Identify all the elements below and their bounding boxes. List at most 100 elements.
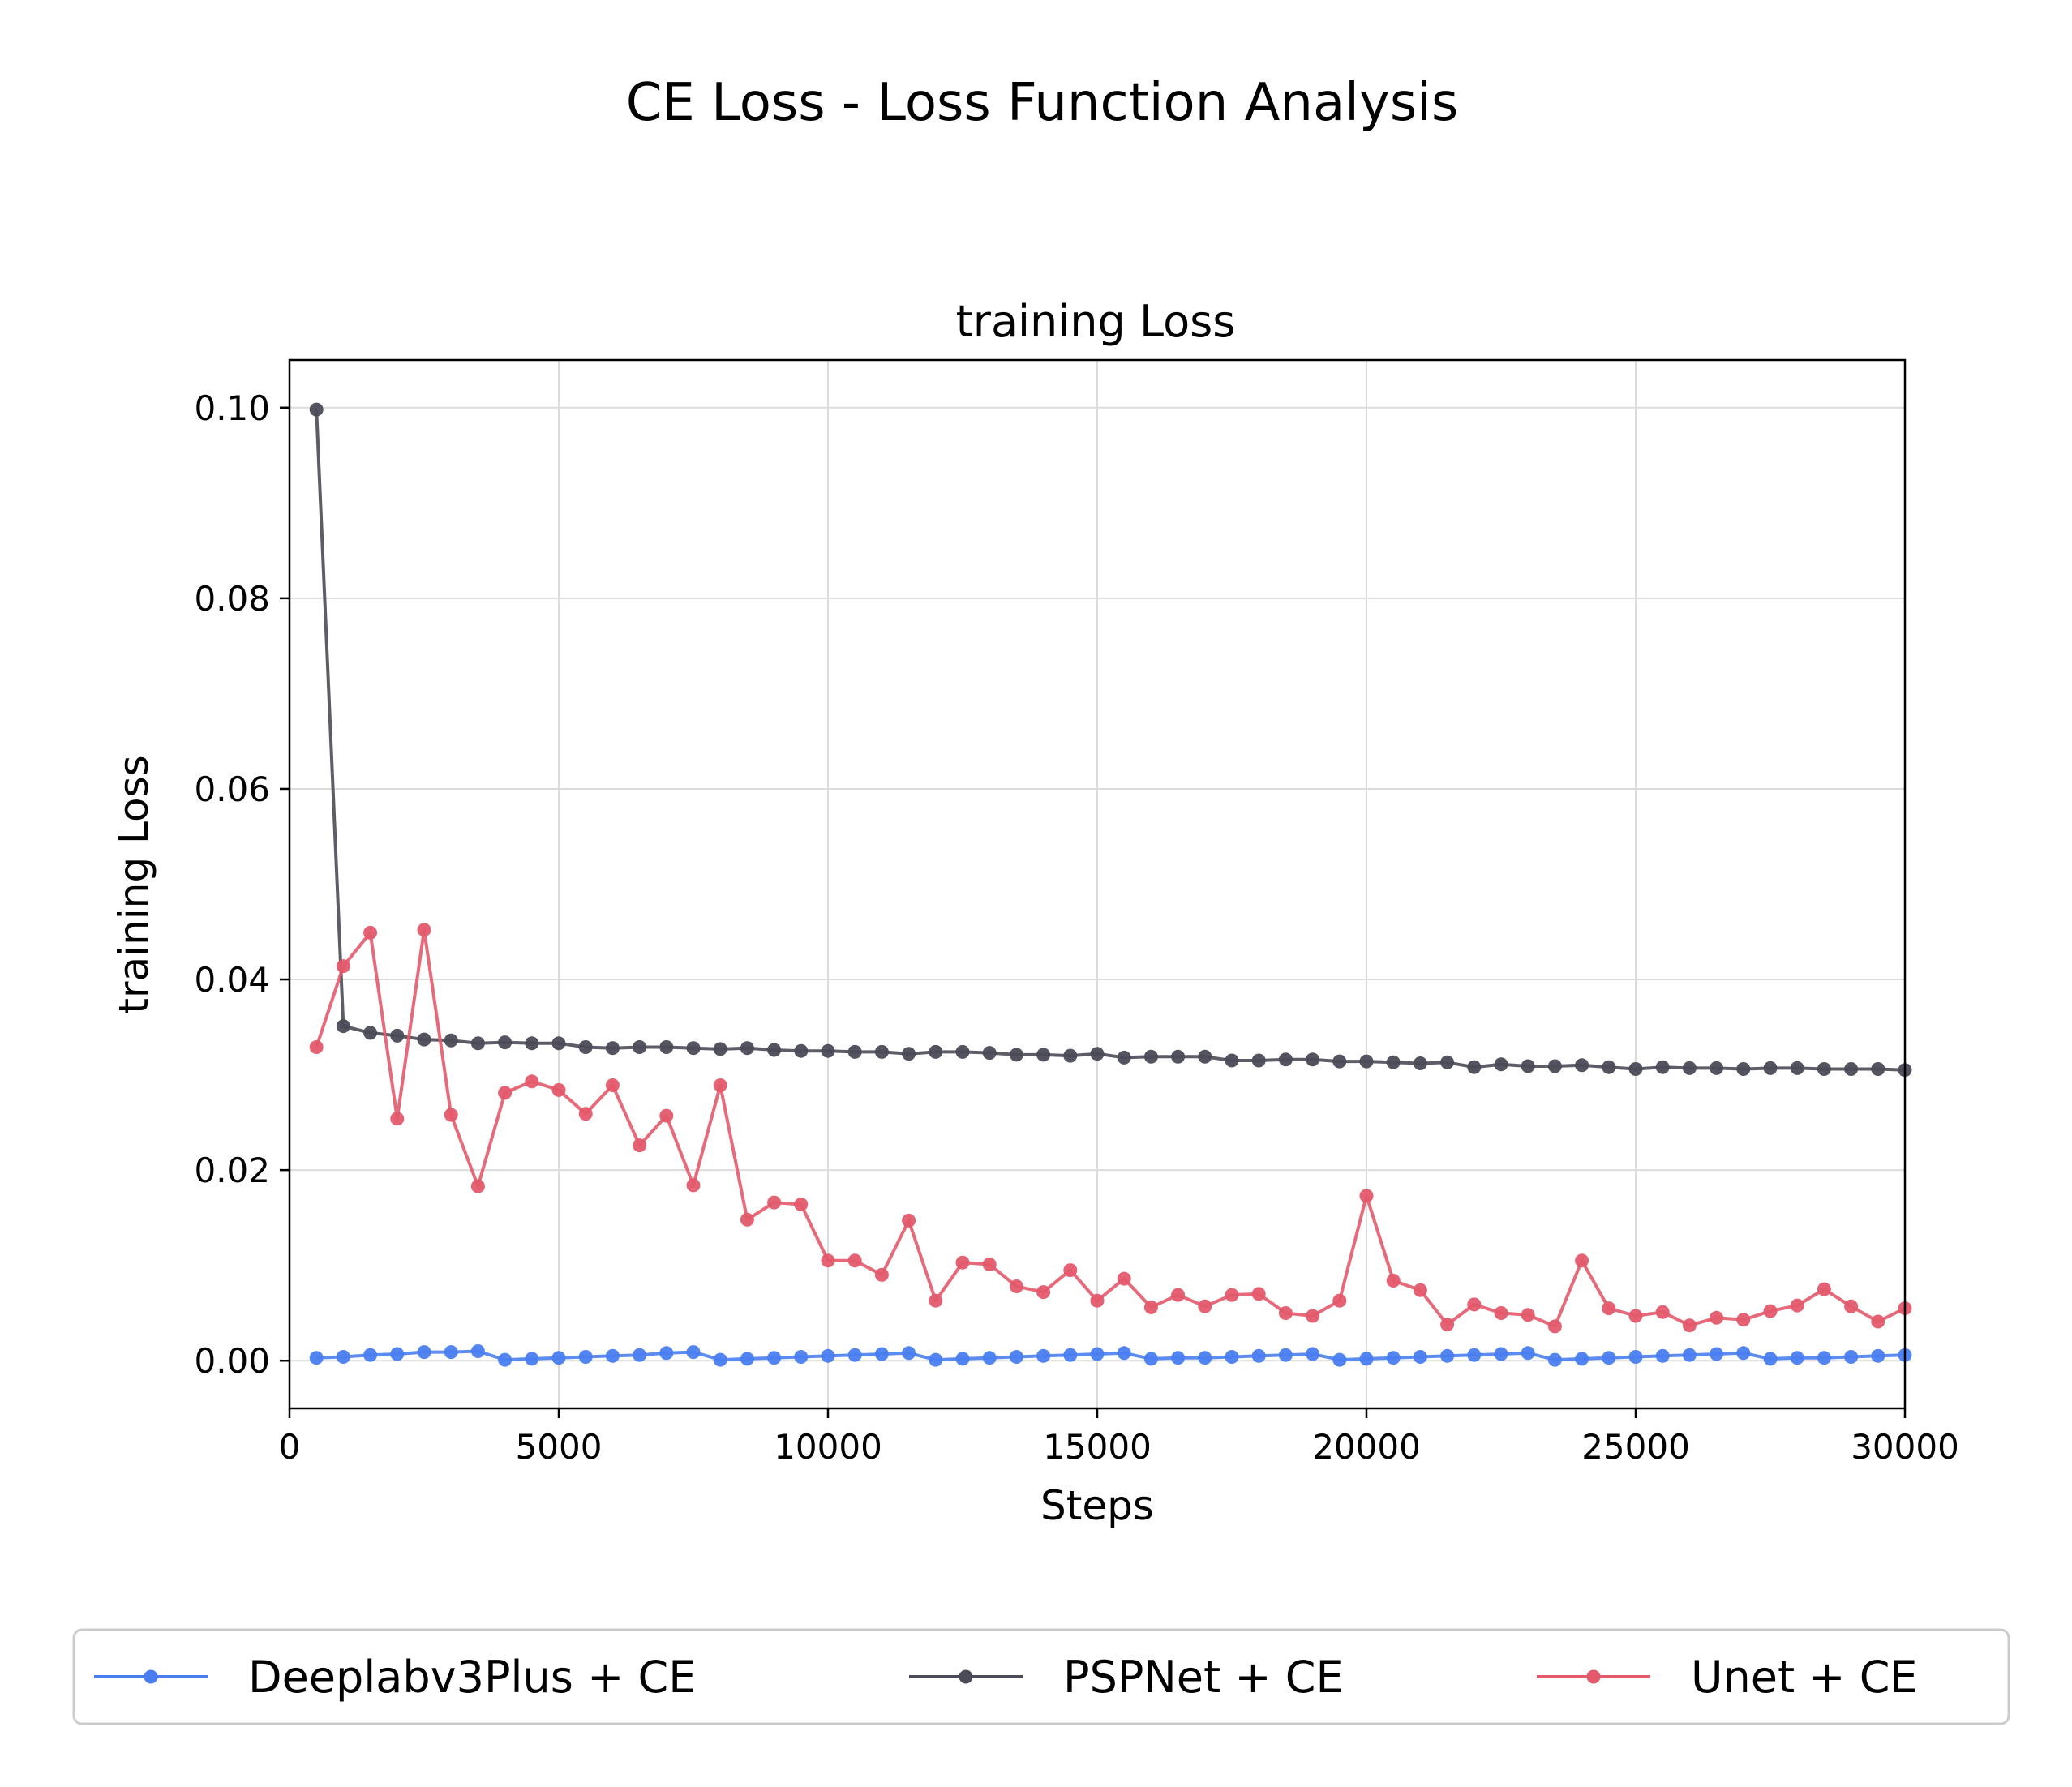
data-point — [1036, 1285, 1051, 1300]
legend-marker — [1586, 1669, 1601, 1684]
series-deeplabv3plus-ce — [309, 1344, 1912, 1367]
data-point — [1682, 1318, 1697, 1333]
data-point — [740, 1041, 754, 1056]
data-point — [1790, 1351, 1804, 1365]
data-point — [1602, 1060, 1616, 1074]
x-tick-label: 20000 — [1312, 1427, 1421, 1467]
data-point — [605, 1078, 620, 1092]
data-point — [1575, 1058, 1589, 1073]
data-point — [1736, 1313, 1751, 1327]
data-point — [390, 1112, 405, 1126]
data-point — [1602, 1301, 1616, 1316]
data-point — [1251, 1348, 1266, 1363]
data-point — [1171, 1351, 1186, 1365]
data-point — [605, 1041, 620, 1056]
data-point — [1143, 1300, 1158, 1314]
data-point — [1359, 1189, 1374, 1203]
x-axis-label: Steps — [1040, 1482, 1154, 1529]
data-point — [498, 1352, 513, 1367]
figure-title: CE Loss - Loss Function Analysis — [626, 73, 1459, 133]
data-point — [1763, 1352, 1778, 1366]
data-point — [1736, 1062, 1751, 1076]
data-point — [1063, 1263, 1078, 1278]
data-point — [1521, 1059, 1535, 1073]
data-point — [551, 1351, 566, 1365]
data-point — [1871, 1348, 1885, 1363]
data-point — [1332, 1054, 1347, 1069]
series-line — [315, 409, 1906, 1072]
x-tick-label: 10000 — [774, 1427, 882, 1467]
data-point — [1198, 1299, 1212, 1313]
data-point — [1117, 1346, 1131, 1361]
data-point — [1063, 1348, 1078, 1362]
data-point — [578, 1107, 593, 1121]
data-point — [1386, 1351, 1401, 1365]
data-point — [1036, 1348, 1051, 1363]
data-point — [578, 1040, 593, 1054]
data-point — [525, 1074, 539, 1089]
data-point — [1655, 1060, 1670, 1074]
series-pspnet-ce — [309, 402, 1912, 1078]
data-point — [444, 1345, 458, 1360]
data-point — [1090, 1347, 1105, 1361]
data-point — [767, 1043, 782, 1057]
plot-frame — [288, 358, 1907, 1410]
data-point — [1521, 1308, 1535, 1322]
data-point — [1628, 1350, 1643, 1364]
data-point — [1332, 1293, 1347, 1308]
data-point — [1710, 1347, 1724, 1361]
data-point — [417, 1345, 431, 1360]
legend: Deeplabv3Plus + CE PSPNet + CE Unet + CE — [72, 1628, 2010, 1725]
data-point — [551, 1082, 566, 1097]
data-point — [1143, 1049, 1158, 1064]
data-point — [578, 1350, 593, 1364]
data-point — [1009, 1350, 1023, 1364]
data-point — [1090, 1047, 1105, 1061]
data-point — [498, 1035, 513, 1050]
data-point — [874, 1347, 889, 1361]
data-point — [1844, 1350, 1859, 1364]
data-point — [1225, 1288, 1239, 1302]
data-point — [659, 1346, 674, 1361]
data-point — [686, 1178, 701, 1193]
data-point — [821, 1348, 835, 1363]
data-point — [309, 402, 324, 417]
data-point — [794, 1198, 809, 1211]
data-point — [1413, 1056, 1427, 1070]
data-point — [767, 1351, 782, 1365]
data-point — [1655, 1348, 1670, 1363]
data-point — [498, 1086, 513, 1100]
data-point — [1009, 1048, 1023, 1062]
data-point — [1844, 1062, 1859, 1076]
x-tick-label: 15000 — [1043, 1427, 1152, 1467]
data-point — [417, 1032, 431, 1047]
data-point — [605, 1348, 620, 1363]
y-tick-label: 0.10 — [194, 388, 270, 428]
data-point — [1628, 1309, 1643, 1323]
data-point — [1494, 1347, 1508, 1361]
data-point — [1359, 1054, 1374, 1069]
chart-title: training Loss — [956, 296, 1236, 347]
data-point — [1413, 1283, 1427, 1297]
series-line — [315, 928, 1906, 1328]
data-point — [686, 1041, 701, 1056]
data-point — [713, 1078, 727, 1092]
data-point — [1817, 1282, 1831, 1296]
data-point — [1871, 1314, 1885, 1329]
data-point — [363, 925, 378, 940]
axis-ticks: 0 5000 10000 15000 20000 25000 30000 0.00 0.02 0.… — [194, 388, 1958, 1467]
data-point — [336, 1350, 350, 1364]
legend-marker — [959, 1669, 973, 1684]
data-point — [1386, 1055, 1401, 1069]
data-point — [740, 1352, 754, 1366]
data-point — [1251, 1053, 1266, 1068]
data-point — [1467, 1297, 1482, 1312]
data-point — [1440, 1318, 1455, 1332]
data-point — [659, 1040, 674, 1054]
data-point — [1278, 1306, 1293, 1320]
data-point — [1547, 1352, 1562, 1367]
series-group — [309, 402, 1912, 1367]
legend-label: PSPNet + CE — [1063, 1652, 1344, 1703]
grid — [289, 360, 1906, 1408]
data-point — [1790, 1298, 1804, 1313]
